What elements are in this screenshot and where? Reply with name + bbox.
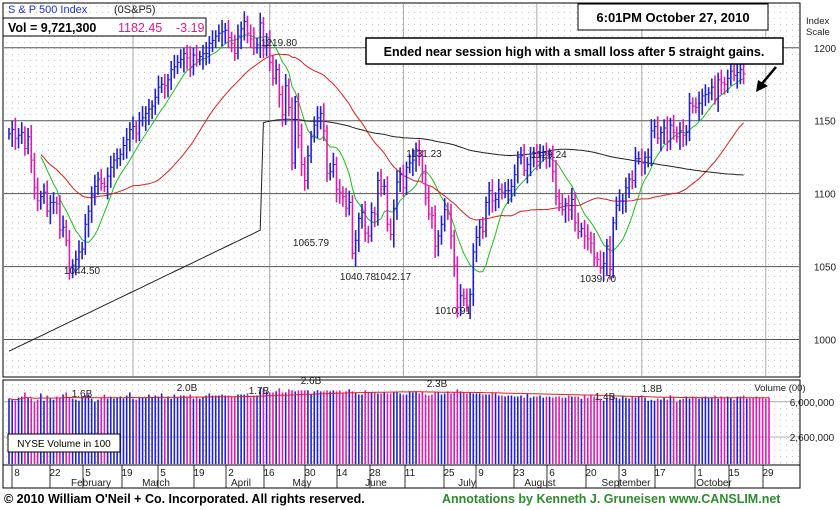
month-label: September bbox=[602, 478, 652, 489]
day-label: 28 bbox=[369, 468, 381, 479]
price-annotation-label: 1065.79 bbox=[293, 238, 330, 249]
price-annotation-label: 1219.80 bbox=[261, 38, 298, 49]
day-label: 2 bbox=[228, 468, 234, 479]
quote-box bbox=[2, 17, 207, 37]
last-price: 1182.45 bbox=[118, 21, 162, 35]
month-label: May bbox=[293, 478, 312, 489]
volume-axis: 6,000,000 2,600,000 bbox=[790, 398, 835, 444]
annotation-text: Ended near session high with a small los… bbox=[384, 45, 765, 59]
price-annotation-label: 1129.24 bbox=[531, 150, 567, 161]
volume-legend: NYSE Volume in 100 bbox=[17, 439, 111, 450]
day-label: 25 bbox=[443, 468, 455, 479]
volume-title: Volume (00) bbox=[754, 383, 805, 394]
volume-bars bbox=[8, 388, 770, 464]
month-label: July bbox=[458, 478, 476, 489]
volume-annotation-label: 2.3B bbox=[427, 379, 448, 390]
ma-long-line bbox=[8, 118, 744, 352]
day-label: 5 bbox=[160, 468, 166, 479]
day-label: 14 bbox=[336, 468, 348, 479]
price-annotation-label: 1042.17 bbox=[375, 272, 412, 283]
index-symbol: (0S&P5) bbox=[114, 4, 156, 16]
price-panel-grid bbox=[4, 4, 799, 376]
day-label: 19 bbox=[193, 468, 205, 479]
volume-avg-line bbox=[8, 391, 769, 401]
day-label: 17 bbox=[654, 468, 666, 479]
price-axis: 1000 1050 1100 1150 1200 bbox=[814, 44, 837, 347]
price-annotation-label: 1044.50 bbox=[64, 266, 101, 277]
timestamp: 6:01PM October 27, 2010 bbox=[596, 10, 749, 25]
volume-annotation-label: 2.0B bbox=[177, 383, 198, 394]
price-tick-label: 1150 bbox=[814, 117, 836, 128]
price-annotation-label: 1131.23 bbox=[406, 149, 442, 160]
date-axis: 8 22 5 19 5 19 2 16 30 14 28 11 25 9 23 6 20 3 17 1 15 29 Febr… bbox=[11, 465, 774, 489]
volume-annotation-label: 1.6B bbox=[72, 389, 93, 400]
day-label: 16 bbox=[263, 468, 275, 479]
day-label: 11 bbox=[405, 468, 416, 479]
month-label: October bbox=[696, 478, 732, 489]
month-label: August bbox=[524, 478, 555, 489]
volume-readout: Vol = 9,721,300 bbox=[8, 21, 96, 35]
price-annotation-label: 1040.78 bbox=[340, 272, 377, 283]
day-label: 8 bbox=[14, 468, 20, 479]
credit-text: Annotations by Kenneth J. Gruneisen www.… bbox=[442, 492, 781, 506]
volume-average-line bbox=[8, 391, 769, 401]
volume-annotation-label: 1.8B bbox=[642, 384, 663, 395]
volume-annotation-label: 1.7B bbox=[249, 386, 270, 397]
index-scale-label: Index Scale bbox=[806, 16, 830, 38]
day-label: 9 bbox=[478, 468, 484, 479]
timestamp-box bbox=[577, 3, 769, 31]
volume-tick-label: 2,600,000 bbox=[790, 433, 835, 444]
month-label: June bbox=[365, 478, 387, 489]
month-label: March bbox=[142, 478, 170, 489]
day-label: 29 bbox=[762, 468, 774, 479]
price-tick-label: 1000 bbox=[814, 336, 837, 347]
volume-annotations: 1.6B 2.0B 1.7B 2.6B 2.3B 1.4B 1.8B bbox=[72, 376, 663, 403]
price-annotation-label: 1010.91 bbox=[435, 306, 472, 317]
price-change: -3.19 bbox=[176, 21, 205, 35]
annotation-arrow bbox=[756, 66, 777, 92]
day-label: 15 bbox=[728, 468, 740, 479]
price-annotation-label: 1039.70 bbox=[580, 274, 617, 285]
price-bars bbox=[8, 11, 746, 320]
day-label: 5 bbox=[85, 468, 91, 479]
volume-annotation-label: 2.6B bbox=[301, 376, 322, 387]
month-label: April bbox=[231, 478, 251, 489]
volume-tick-label: 6,000,000 bbox=[790, 398, 835, 409]
volume-annotation-label: 1.4B bbox=[595, 392, 616, 403]
date-axis-panel bbox=[2, 464, 801, 489]
ma-short-line bbox=[40, 34, 744, 273]
annotation-box bbox=[365, 37, 784, 65]
copyright-text: © 2010 William O'Neil + Co. Incorporated… bbox=[4, 492, 365, 506]
day-label: 3 bbox=[621, 468, 627, 479]
price-tick-label: 1100 bbox=[814, 190, 836, 201]
day-label: 30 bbox=[304, 468, 316, 479]
volume-legend-box bbox=[7, 433, 121, 453]
day-label: 19 bbox=[121, 468, 133, 479]
day-label: 23 bbox=[513, 468, 525, 479]
day-label: 6 bbox=[549, 468, 555, 479]
index-name: S & P 500 Index bbox=[8, 4, 88, 16]
month-label: February bbox=[71, 478, 111, 489]
day-label: 1 bbox=[697, 468, 703, 479]
price-tick-label: 1200 bbox=[814, 44, 837, 55]
day-label: 22 bbox=[49, 468, 61, 479]
day-label: 20 bbox=[585, 468, 597, 479]
price-tick-label: 1050 bbox=[814, 263, 837, 274]
